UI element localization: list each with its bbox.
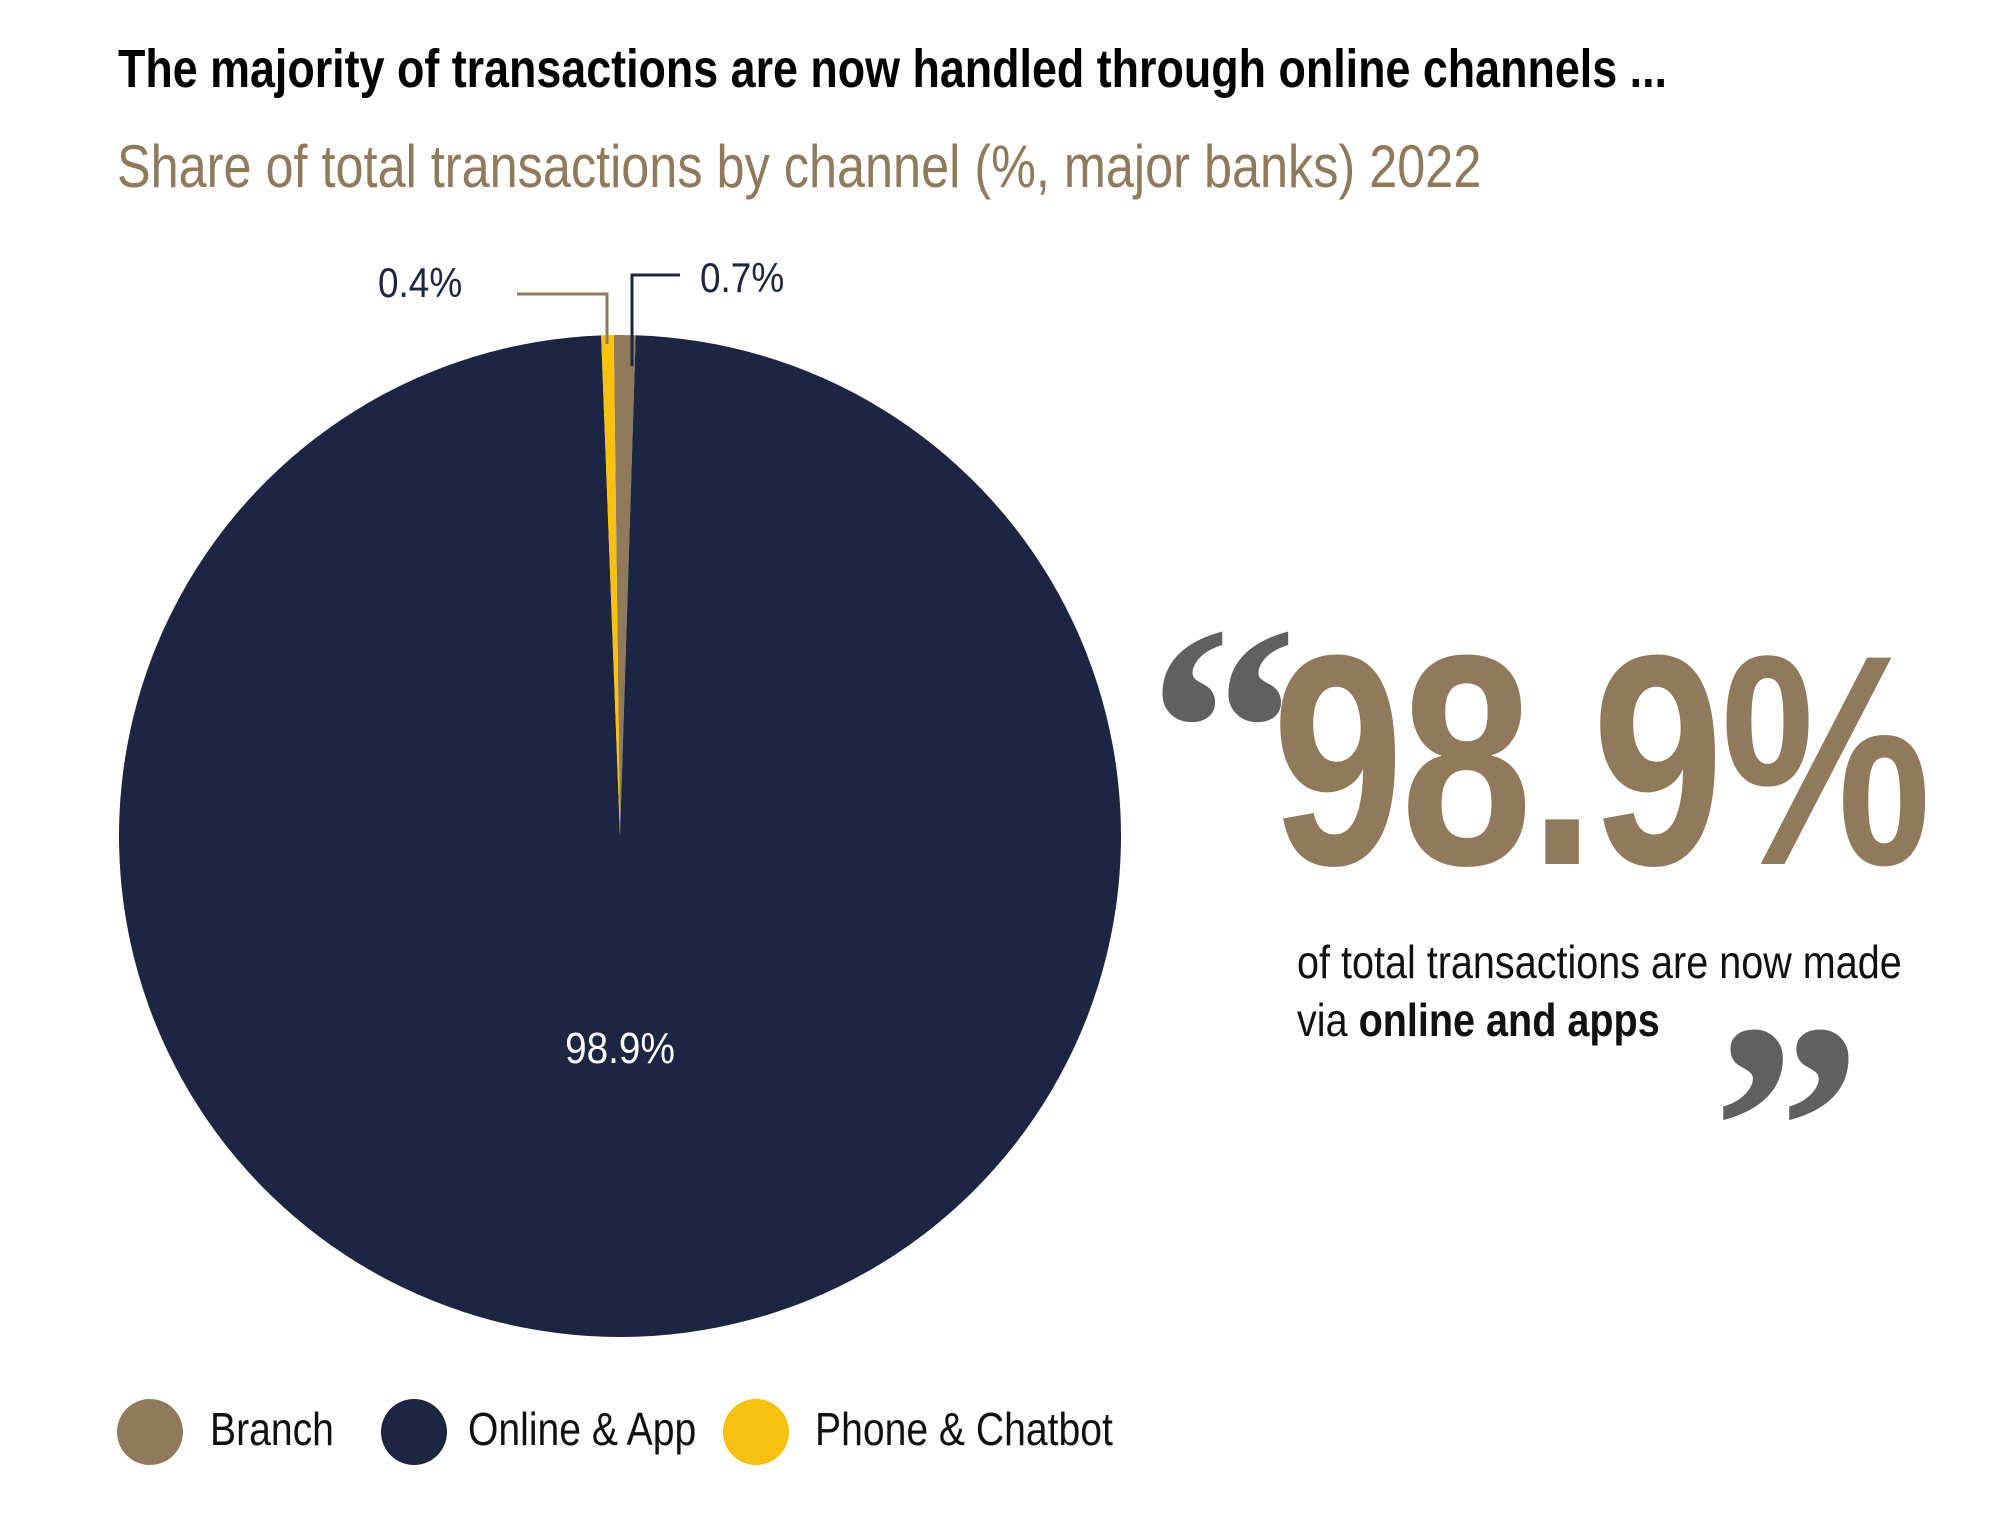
pie-slice-online	[118, 335, 1121, 1337]
data-label-branch: 0.7%	[700, 255, 784, 302]
callout-line2-prefix: via	[1297, 994, 1359, 1046]
legend-label-phone: Phone & Chatbot	[815, 1403, 1113, 1455]
chart-subtitle: Share of total transactions by channel (…	[117, 133, 1482, 200]
close-quote-icon: ”	[1712, 962, 1862, 1294]
legend-swatch-branch	[117, 1399, 183, 1465]
data-label-online: 98.9%	[565, 1023, 675, 1073]
leader-line-phone	[517, 292, 609, 344]
chart-title: The majority of transactions are now han…	[118, 39, 1667, 99]
callout-line1: of total transactions are now made	[1297, 936, 1902, 988]
legend-label-branch: Branch	[210, 1403, 334, 1455]
pie-slice-phone	[601, 335, 620, 836]
callout-line2: via online and apps	[1297, 993, 1660, 1047]
data-label-phone: 0.4%	[378, 260, 462, 307]
legend-label-online: Online & App	[468, 1403, 697, 1455]
legend-swatch-phone	[723, 1399, 789, 1465]
pie-slice-branch	[613, 335, 636, 836]
callout-value: 98.9%	[1272, 592, 1931, 928]
leader-line-branch	[630, 273, 680, 366]
open-quote-icon: “	[1148, 564, 1298, 896]
callout-line2-bold: online and apps	[1358, 994, 1660, 1046]
legend-swatch-online	[381, 1399, 447, 1465]
